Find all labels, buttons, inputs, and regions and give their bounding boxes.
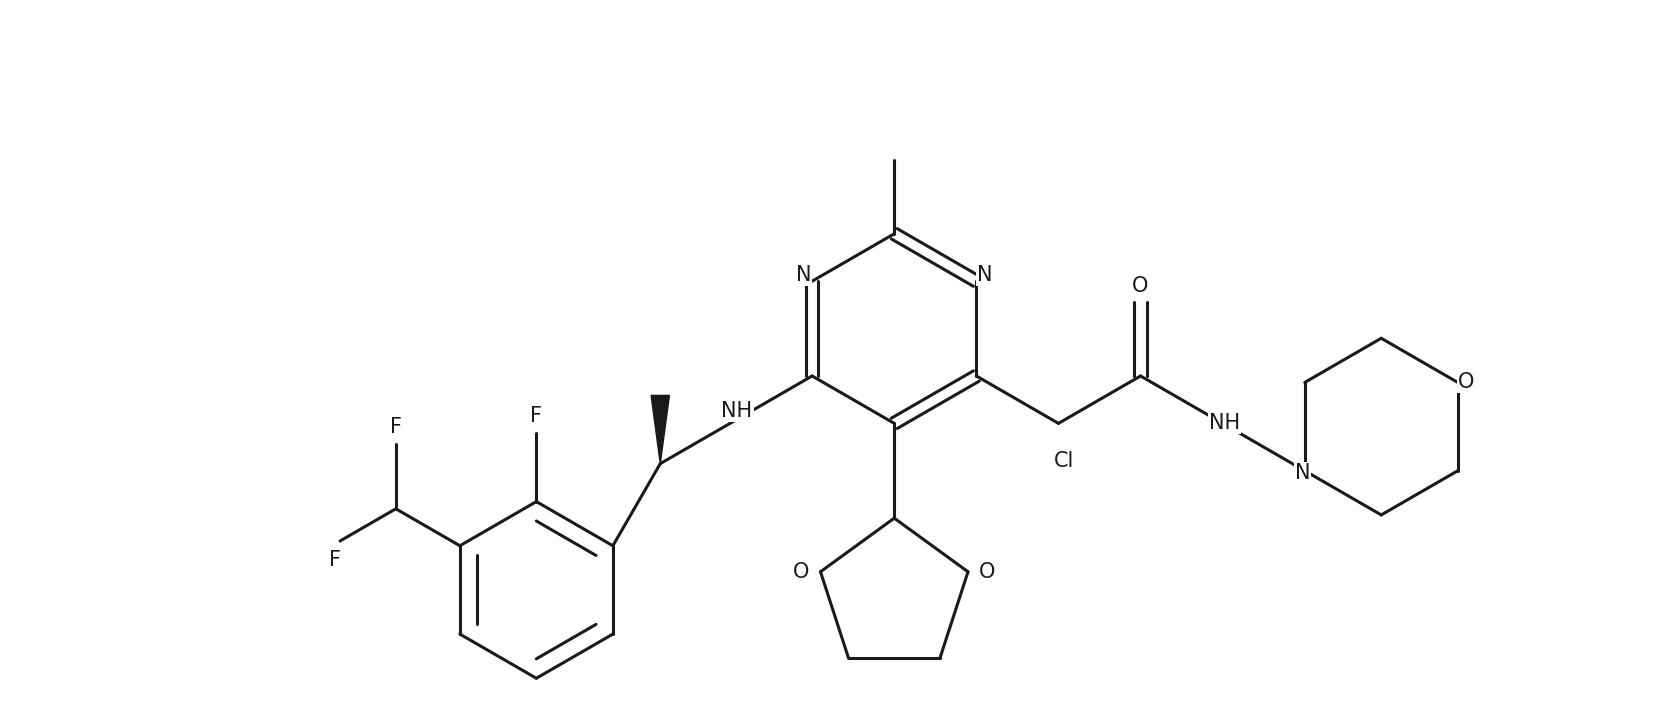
Text: O: O (1458, 373, 1475, 392)
Text: O: O (793, 562, 810, 582)
Text: NH: NH (721, 401, 753, 421)
Text: O: O (1132, 276, 1149, 296)
Text: F: F (531, 406, 543, 426)
Text: N: N (977, 264, 992, 284)
Text: F: F (389, 417, 402, 437)
Text: O: O (979, 562, 995, 582)
Text: Cl: Cl (1054, 451, 1074, 471)
Text: NH: NH (1209, 413, 1241, 434)
Text: F: F (329, 550, 341, 570)
Polygon shape (651, 395, 670, 464)
Text: N: N (1294, 463, 1311, 483)
Text: N: N (797, 264, 812, 284)
